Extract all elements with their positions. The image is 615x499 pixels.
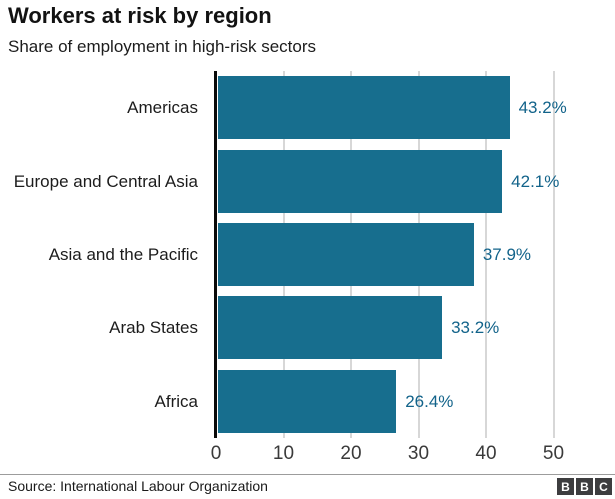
value-label: 26.4% xyxy=(405,391,454,411)
value-label: 43.2% xyxy=(518,98,567,118)
gridline xyxy=(552,71,555,438)
bar xyxy=(218,296,443,360)
x-axis-tick-label: 10 xyxy=(272,443,295,464)
category-label: Asia and the Pacific xyxy=(48,245,198,264)
category-label: Africa xyxy=(154,391,198,411)
bbc-logo-block: B xyxy=(557,478,574,495)
value-label: 37.9% xyxy=(482,245,532,264)
x-axis-tick-label: 30 xyxy=(407,443,430,464)
bar xyxy=(218,76,510,140)
category-label: Europe and Central Asia xyxy=(13,171,198,191)
chart-subtitle: Share of employment in high-risk sectors xyxy=(8,37,317,56)
bbc-logo-block: C xyxy=(595,478,612,495)
gridline xyxy=(485,71,487,438)
value-label: 42.1% xyxy=(511,171,560,191)
x-axis-tick-label: 50 xyxy=(542,443,565,464)
bar-chart-plot: Americas 43.2% Europe and Central Asia 42.1… xyxy=(0,71,615,438)
category-label: Americas xyxy=(127,98,198,118)
value-label: 33.2% xyxy=(451,318,500,338)
chart-title: Workers at risk by region xyxy=(8,3,272,28)
bar xyxy=(218,369,397,433)
category-label: Arab States xyxy=(109,318,198,338)
y-axis-line xyxy=(214,71,217,438)
x-axis-tick-label: 0 xyxy=(210,443,222,464)
x-axis-tick-labels: 0 10 20 30 40 50 xyxy=(0,443,615,467)
x-axis-tick-label: 40 xyxy=(475,443,497,464)
footer-divider xyxy=(0,474,615,475)
source-text: Source: International Labour Organizatio… xyxy=(8,478,268,494)
bar xyxy=(218,223,474,286)
bbc-logo-block: B xyxy=(576,478,593,495)
x-axis-tick-label: 20 xyxy=(340,443,362,464)
bar xyxy=(218,149,503,213)
